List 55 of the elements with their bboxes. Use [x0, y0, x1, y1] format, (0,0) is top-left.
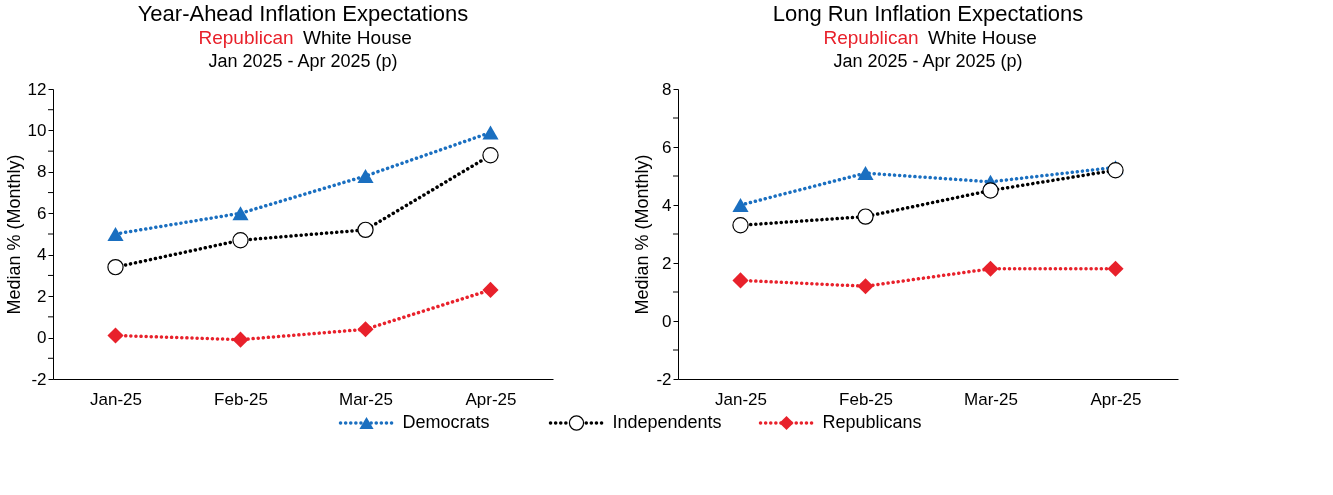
point — [107, 327, 124, 344]
text: Republican White House — [198, 27, 412, 48]
x-tick-label: Apr-25 — [465, 389, 517, 409]
y-tick-label: 8 — [662, 79, 672, 99]
x-tick-label: Apr-25 — [1090, 389, 1142, 409]
point — [732, 272, 749, 289]
y-tick-label: -2 — [656, 369, 672, 389]
point — [1107, 260, 1124, 277]
point — [107, 258, 124, 276]
y-tick-label: 6 — [37, 203, 47, 223]
point — [857, 166, 874, 181]
y-tick-label: 0 — [37, 328, 47, 348]
x-tick-label: Feb-25 — [214, 389, 268, 409]
text: Republican White House — [823, 27, 1037, 48]
legend-label: Independents — [612, 412, 722, 432]
x-tick-label: Jan-25 — [90, 389, 142, 409]
x-tick-label: Mar-25 — [339, 389, 393, 409]
y-tick-label: 4 — [662, 195, 672, 215]
y-axis-title: Median % (Monthly) — [3, 154, 24, 315]
legend-label: Republicans — [822, 412, 922, 432]
y-tick-label: 2 — [662, 253, 672, 273]
y-tick-label: 4 — [37, 245, 47, 265]
point — [732, 217, 749, 234]
point — [107, 227, 124, 241]
text: Jan 2025 - Apr 2025 (p) — [833, 51, 1023, 71]
point — [982, 182, 999, 199]
y-tick-label: 2 — [37, 286, 47, 306]
text: Jan 2025 - Apr 2025 (p) — [208, 51, 398, 71]
point — [232, 232, 249, 249]
point — [232, 206, 249, 221]
chart-title: Year-Ahead Inflation Expectations — [137, 1, 469, 26]
legend-label: Democrats — [402, 412, 490, 432]
y-tick-label: 12 — [27, 79, 47, 99]
point — [1107, 162, 1124, 179]
point — [482, 125, 499, 140]
x-tick-label: Mar-25 — [964, 389, 1018, 409]
point — [232, 331, 249, 348]
point — [732, 198, 749, 212]
point — [357, 321, 374, 338]
y-tick-label: 10 — [27, 120, 47, 140]
point — [482, 147, 499, 164]
x-tick-label: Jan-25 — [715, 389, 767, 409]
point — [482, 281, 499, 298]
y-tick-label: 8 — [37, 162, 47, 182]
point — [357, 169, 374, 183]
y-tick-label: 6 — [662, 137, 672, 157]
y-axis-title: Median % (Monthly) — [632, 154, 653, 315]
chart-title: Long Run Inflation Expectations — [772, 1, 1084, 26]
point — [857, 278, 874, 295]
point — [857, 208, 874, 225]
point — [982, 260, 999, 277]
y-tick-label: -2 — [31, 369, 47, 389]
x-tick-label: Feb-25 — [839, 389, 893, 409]
y-tick-label: 0 — [662, 311, 672, 331]
point — [357, 221, 374, 239]
